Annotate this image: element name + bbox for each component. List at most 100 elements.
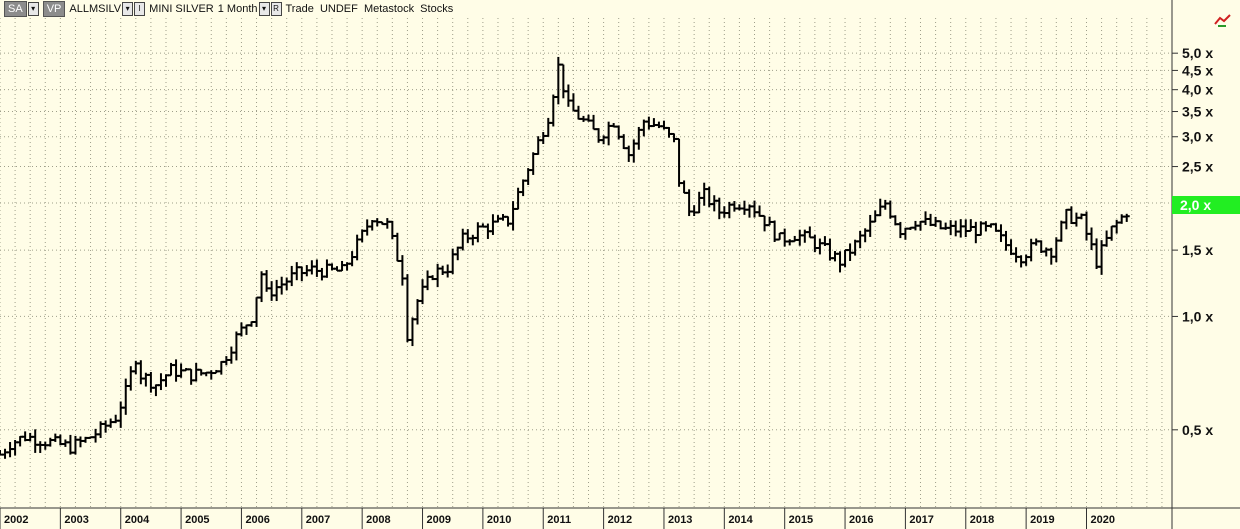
ohlc-bar (117, 401, 124, 428)
ohlc-bar (882, 199, 889, 210)
ohlc-bar (575, 105, 582, 120)
ohlc-bar (962, 219, 969, 238)
ohlc-bar (127, 366, 134, 391)
ohlc-bar (590, 114, 597, 131)
x-tick-label: 2009 (427, 514, 451, 526)
ohlc-bar (671, 132, 678, 143)
ohlc-bar (665, 126, 672, 138)
x-tick-label: 2010 (487, 514, 511, 526)
chevron-down-icon[interactable]: ▾ (258, 2, 270, 16)
ohlc-bar (318, 267, 325, 281)
chart-trend-icon[interactable] (1214, 12, 1236, 28)
ohlc-bar (253, 296, 260, 327)
ohlc-bar (258, 271, 265, 303)
r-toggle[interactable]: R (270, 2, 282, 16)
x-tick-label: 2007 (306, 514, 330, 526)
x-axis: 2002 2003 2004 2005 2006 2007 2008 2009 2010 2011… (0, 507, 1240, 529)
ohlc-bar (92, 428, 99, 443)
ohlc-bar (565, 84, 572, 107)
y-tick-label: 1,0 x (1182, 308, 1213, 324)
ohlc-bar (550, 94, 557, 127)
chevron-down-icon[interactable]: ▾ (122, 2, 134, 16)
x-tick-label: 2014 (728, 514, 753, 526)
y-tick-label: 0,5 x (1182, 422, 1213, 438)
ohlc-bar (560, 63, 567, 99)
ohlc-bar (681, 180, 688, 194)
ohlc-bar (323, 259, 330, 278)
ohlc-bar (2, 448, 9, 459)
ohlc-bar (952, 220, 959, 237)
ohlc-bar (288, 265, 295, 287)
ohlc-bar (947, 220, 954, 236)
ohlc-bar (761, 214, 768, 232)
ohlc-bar (897, 221, 904, 239)
ohlc-bar (137, 360, 144, 385)
ohlc-bar (691, 205, 698, 216)
symbol-label[interactable]: ALLMSILV (69, 3, 122, 15)
ohlc-bar (620, 134, 627, 150)
x-tick-label: 2018 (970, 514, 994, 526)
x-tick-label: 2013 (668, 514, 692, 526)
ohlc-bar (349, 251, 356, 267)
sa-button[interactable]: SA (4, 1, 27, 17)
ohlc-bar (972, 221, 979, 244)
ohlc-bar (736, 204, 743, 211)
chevron-down-icon[interactable]: ▾ (27, 2, 39, 16)
ohlc-bar (489, 214, 496, 235)
ohlc-bar (716, 197, 723, 220)
vp-button[interactable]: VP (42, 1, 66, 17)
ohlc-bar (837, 251, 844, 273)
ohlc-bar (741, 200, 748, 215)
ohlc-bar (806, 226, 813, 239)
ohlc-bar (515, 187, 522, 210)
y-axis: 5,0 x4,5 x 4,0 x 3,5 x 3,0 x 2,5 x 1,5 x 1,0 x… (1171, 0, 1213, 529)
ohlc-bar (188, 368, 195, 385)
ohlc-bar (696, 191, 703, 214)
ohlc-bar (625, 145, 632, 162)
y-tick-label: 3,0 x (1182, 129, 1213, 145)
y-tick-label: 5,0 x (1182, 45, 1213, 61)
ohlc-bar (193, 362, 200, 382)
x-tick-label: 2012 (608, 514, 632, 526)
ohlc-bar (464, 229, 471, 244)
ohlc-bar (173, 359, 180, 382)
x-tick-label: 2002 (4, 514, 28, 526)
ohlc-bar (540, 132, 547, 144)
ohlc-bar (424, 270, 431, 291)
ohlc-bar (811, 234, 818, 253)
x-tick-label: 2016 (849, 514, 873, 526)
y-tick-label: 1,5 x (1182, 242, 1213, 258)
period-label[interactable]: 1 Month (217, 3, 258, 15)
ohlc-bar (384, 218, 391, 229)
ohlc-bar (1003, 230, 1010, 251)
ohlc-bar (32, 429, 39, 453)
ohlc-bar (1063, 208, 1070, 230)
x-tick-label: 2015 (789, 514, 813, 526)
ohlc-bar (786, 239, 793, 246)
ohlc-bar (1028, 238, 1035, 262)
ohlc-bar (238, 322, 245, 337)
ohlc-bar (796, 229, 803, 246)
ohlc-bar (399, 255, 406, 286)
x-tick-label: 2006 (245, 514, 269, 526)
x-tick-label: 2020 (1090, 514, 1114, 526)
ohlc-bar (721, 206, 728, 218)
y-tick-label: 3,5 x (1182, 104, 1213, 120)
ohlc-bar (439, 265, 446, 276)
ohlc-bar (510, 201, 517, 231)
instrument-toggle[interactable]: I (134, 2, 146, 16)
ohlc-bar (957, 219, 964, 238)
ohlc-bar (278, 276, 285, 295)
ohlc-bar (414, 299, 421, 325)
y-tick-label: 2,5 x (1182, 159, 1213, 175)
ohlc-bar (967, 219, 974, 233)
ohlc-bar (434, 263, 441, 288)
instrument-label: MINI SILVER (149, 3, 214, 15)
ohlc-bar (283, 277, 290, 291)
ohlc-bar (701, 182, 708, 206)
x-tick-label: 2005 (185, 514, 209, 526)
ohlc-bar (1008, 239, 1015, 256)
ohlc-bar (520, 179, 527, 197)
ohlc-bar (842, 249, 849, 268)
